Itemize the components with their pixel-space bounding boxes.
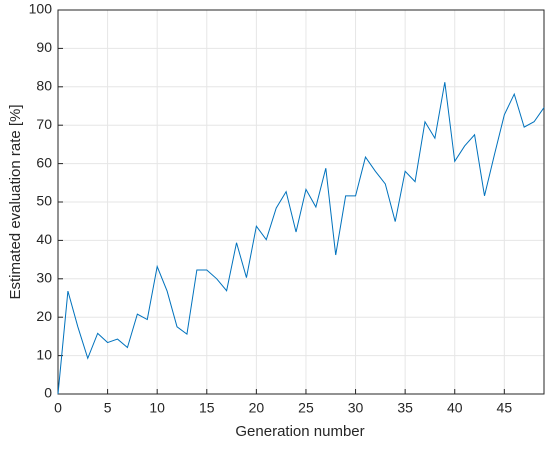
- y-tick-label: 10: [36, 346, 52, 362]
- x-tick-label: 45: [497, 400, 513, 416]
- y-tick-label: 40: [36, 231, 52, 247]
- x-tick-label: 15: [199, 400, 215, 416]
- y-tick-label: 80: [36, 78, 52, 94]
- plot-frame: [57, 9, 545, 395]
- y-tick-label: 30: [36, 270, 52, 286]
- data-line: [57, 82, 545, 395]
- x-tick-label: 30: [348, 400, 364, 416]
- x-tick-label: 5: [104, 400, 112, 416]
- x-tick-label: 35: [397, 400, 413, 416]
- y-tick-label: 50: [36, 193, 52, 209]
- x-tick-label: 25: [298, 400, 314, 416]
- x-tick-label: 40: [447, 400, 463, 416]
- x-axis-label: Generation number: [235, 423, 364, 440]
- y-tick-label: 0: [44, 385, 52, 401]
- y-tick-label: 90: [36, 39, 52, 55]
- x-tick-label: 20: [249, 400, 265, 416]
- x-tick-label: 10: [149, 400, 165, 416]
- y-tick-label: 60: [36, 154, 52, 170]
- y-tick-label: 20: [36, 308, 52, 324]
- y-tick-label: 70: [36, 116, 52, 132]
- y-axis-label: Estimated evaluation rate [%]: [7, 104, 24, 299]
- x-tick-label: 0: [54, 400, 62, 416]
- y-tick-label: 100: [29, 1, 53, 17]
